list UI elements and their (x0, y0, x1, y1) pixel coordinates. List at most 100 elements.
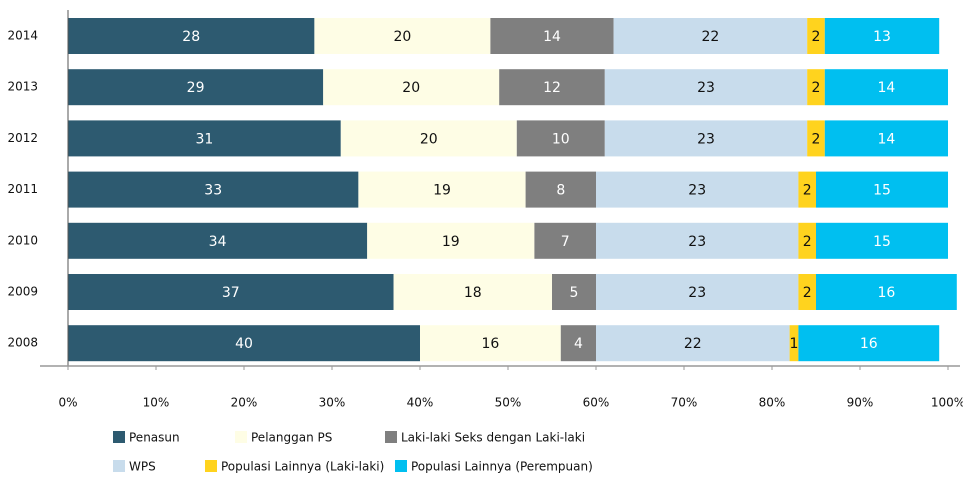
data-label: 20 (402, 80, 420, 96)
x-tick-label: 10% (143, 396, 170, 410)
legend-label: Populasi Lainnya (Perempuan) (411, 460, 593, 474)
bar-segment (807, 18, 825, 54)
data-label: 37 (222, 285, 240, 301)
data-label: 8 (556, 183, 565, 199)
bar-segment (516, 120, 605, 157)
data-label: 23 (688, 285, 706, 301)
bar-segment (596, 325, 790, 362)
data-label: 22 (684, 336, 702, 352)
y-tick-label: 2013 (7, 80, 38, 94)
legend-label: Laki-laki Seks dengan Laki-laki (401, 431, 585, 445)
data-label: 28 (182, 29, 200, 45)
data-label: 10 (552, 131, 570, 147)
x-tick-label: 30% (319, 396, 346, 410)
bar-segment (596, 171, 799, 208)
legend-label: Populasi Lainnya (Laki-laki) (221, 460, 384, 474)
bar-segment (824, 120, 948, 157)
data-label: 2 (803, 183, 812, 199)
y-tick-label: 2009 (7, 285, 38, 299)
x-tick-label: 70% (671, 396, 698, 410)
data-label: 31 (195, 131, 213, 147)
bar-segment (816, 274, 957, 310)
bar-segment (789, 325, 799, 362)
bar-segment (68, 171, 359, 208)
data-label: 34 (209, 234, 227, 250)
bar-segment (560, 325, 596, 362)
bar-segment (798, 325, 940, 362)
data-label: 2 (803, 285, 812, 301)
legend-label: Pelanggan PS (251, 431, 332, 445)
bar-segment (824, 18, 940, 54)
bar-segment (525, 171, 596, 208)
data-label: 2 (812, 131, 821, 147)
data-label: 4 (574, 336, 583, 352)
legend-swatch (113, 460, 125, 472)
bar-segment (552, 274, 596, 310)
legend-label: WPS (129, 460, 156, 474)
legend-swatch (395, 460, 407, 472)
data-label: 1 (790, 336, 799, 352)
data-label: 20 (393, 29, 411, 45)
bar-segment (490, 18, 614, 54)
bar-segment (68, 69, 324, 106)
data-label: 2 (812, 29, 821, 45)
data-label: 18 (464, 285, 482, 301)
bar-segment (314, 18, 491, 54)
x-tick-label: 100% (931, 396, 963, 410)
data-label: 19 (433, 183, 451, 199)
data-label: 14 (877, 131, 895, 147)
data-label: 16 (860, 336, 878, 352)
data-label: 23 (697, 131, 715, 147)
x-tick-label: 80% (759, 396, 786, 410)
bar-segment (393, 274, 552, 310)
data-label: 23 (688, 183, 706, 199)
bar-segment (358, 171, 526, 208)
bar-segment (68, 274, 394, 310)
data-label: 13 (873, 29, 891, 45)
bar-segment (534, 222, 596, 259)
data-label: 19 (442, 234, 460, 250)
x-tick-label: 40% (407, 396, 434, 410)
y-tick-label: 2011 (7, 182, 38, 196)
data-label: 14 (543, 29, 561, 45)
bar-segment (816, 171, 948, 208)
bar-segment (340, 120, 517, 157)
x-tick-label: 50% (495, 396, 522, 410)
data-label: 14 (877, 80, 895, 96)
data-label: 16 (481, 336, 499, 352)
data-label: 23 (688, 234, 706, 250)
legend-swatch (205, 460, 217, 472)
data-label: 22 (701, 29, 719, 45)
data-label: 33 (204, 183, 222, 199)
legend-swatch (113, 431, 125, 443)
data-label: 15 (873, 183, 891, 199)
bar-segment (596, 274, 799, 310)
bar-segment (807, 120, 825, 157)
y-tick-label: 2014 (7, 29, 38, 43)
x-tick-label: 90% (847, 396, 874, 410)
bar-segment (824, 69, 948, 106)
bar-segment (68, 325, 420, 362)
bar-segment (499, 69, 605, 106)
bar-segment (323, 69, 500, 106)
bar-segment (613, 18, 808, 54)
bar-segment (68, 222, 368, 259)
bar-segment (596, 222, 799, 259)
data-label: 23 (697, 80, 715, 96)
bar-segment (816, 222, 948, 259)
bar-segment (604, 120, 808, 157)
x-tick-label: 60% (583, 396, 610, 410)
data-label: 40 (235, 336, 253, 352)
y-tick-label: 2008 (7, 336, 38, 350)
y-tick-label: 2010 (7, 233, 38, 247)
data-label: 20 (420, 131, 438, 147)
bar-segment (68, 120, 341, 157)
bar-segment (604, 69, 808, 106)
x-tick-label: 20% (231, 396, 258, 410)
bar-segment (367, 222, 535, 259)
data-label: 15 (873, 234, 891, 250)
bar-segment (807, 69, 825, 106)
y-tick-label: 2012 (7, 131, 38, 145)
legend-swatch (235, 431, 247, 443)
